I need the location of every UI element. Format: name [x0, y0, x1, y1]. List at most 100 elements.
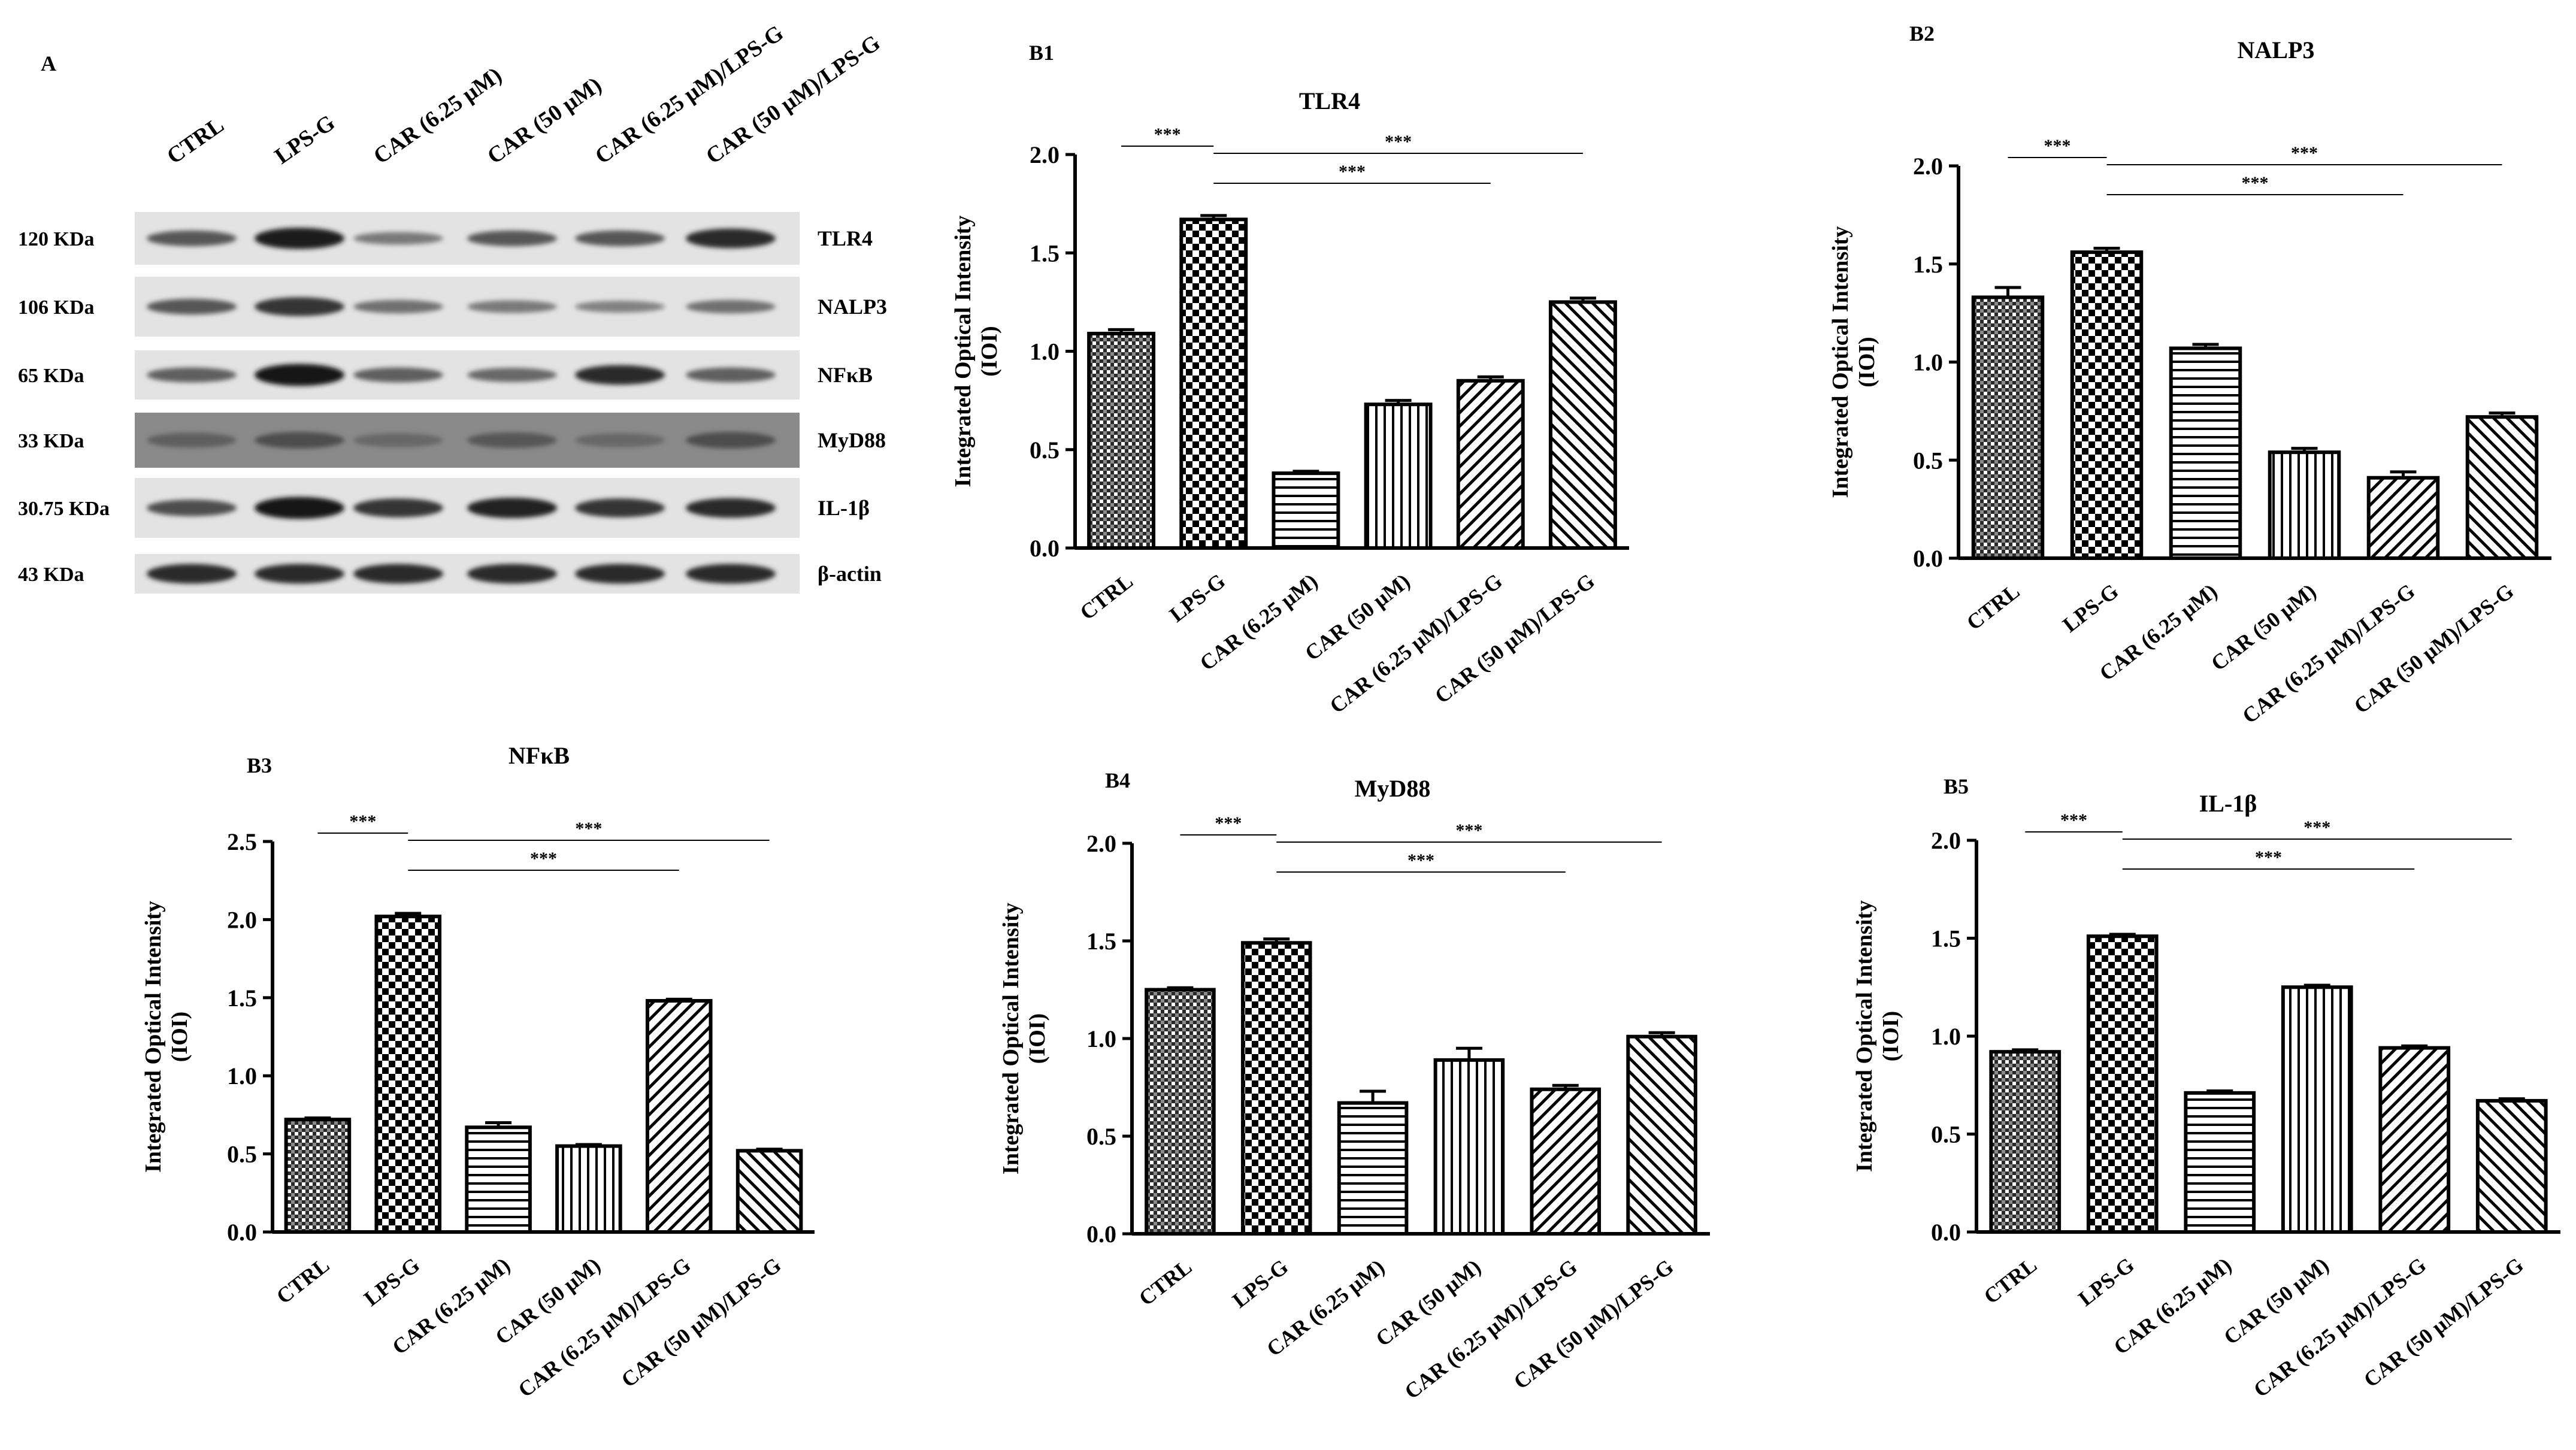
y-axis-label-unit: (IOI): [1854, 337, 1879, 387]
blot-mw-label: 43 KDa: [18, 564, 84, 586]
bar: [1456, 379, 1525, 550]
bar: [2465, 415, 2539, 561]
y-axis-label-unit: (IOI): [167, 1012, 192, 1062]
blot-mw-label: 106 KDa: [18, 296, 95, 319]
x-tick-label: LPS-G: [2058, 579, 2123, 637]
chart-panel-label: B2: [1909, 22, 1935, 46]
y-tick-label: 1.5: [1913, 251, 1943, 278]
blot-band: [353, 367, 443, 383]
y-tick-label: 0.0: [1030, 535, 1060, 562]
blot-band: [686, 432, 776, 449]
blot-lane-label: CAR (6.25 μM)/LPS-G: [591, 20, 788, 169]
bar: [2070, 250, 2144, 560]
bar: [1145, 988, 1216, 1236]
blot-band: [467, 230, 557, 247]
y-tick-label: 0.5: [1030, 437, 1060, 464]
bar: [1087, 331, 1156, 550]
significance-label: ***: [1455, 821, 1482, 840]
x-tick-label: LPS-G: [2074, 1253, 2139, 1311]
blot-band: [147, 500, 237, 516]
y-tick-label: 0.0: [1913, 545, 1943, 572]
blot-mw-label: 65 KDa: [18, 365, 84, 387]
y-tick-label: 0.5: [1931, 1121, 1961, 1148]
blot-band: [575, 433, 665, 447]
blot-band: [686, 367, 776, 383]
panel-label-a: A: [41, 52, 56, 75]
bar: [735, 1149, 803, 1234]
significance-label: ***: [2060, 810, 2087, 830]
bar: [1240, 941, 1312, 1236]
blot-mw-label: 120 KDa: [18, 228, 95, 250]
blot-mw-label: 33 KDa: [18, 430, 84, 452]
x-tick-label: CAR (6.25 μM)/LPS-G: [2238, 579, 2419, 728]
blot-mw-label: 30.75 KDa: [18, 498, 110, 520]
bar: [1548, 300, 1617, 550]
blot-band: [467, 300, 557, 313]
blot-protein-label: NFκB: [818, 363, 873, 387]
bar: [555, 1144, 622, 1234]
blot-band: [353, 498, 443, 517]
bar: [2086, 934, 2159, 1234]
y-tick-label: 1.5: [1931, 925, 1961, 952]
significance-label: ***: [1215, 813, 1242, 833]
bar: [1530, 1087, 1602, 1236]
bar: [1272, 471, 1340, 550]
blot-band: [353, 564, 443, 584]
bar: [1179, 217, 1248, 550]
blot-lane-label: LPS-G: [270, 110, 340, 169]
y-tick-label: 0.5: [1086, 1123, 1116, 1150]
x-tick-label: CAR (6.25 μM)/LPS-G: [1325, 569, 1507, 718]
bar: [1433, 1058, 1505, 1236]
x-tick-label: CAR (6.25 μM)/LPS-G: [1400, 1255, 1582, 1404]
chart-title: NALP3: [2238, 37, 2315, 63]
blot-band: [575, 301, 665, 313]
bar: [2366, 476, 2440, 560]
y-tick-label: 2.5: [227, 828, 257, 855]
chart-panel-label: B3: [247, 753, 272, 777]
blot-band: [255, 228, 344, 249]
y-tick-label: 1.0: [1931, 1023, 1961, 1050]
y-tick-label: 0.0: [227, 1219, 257, 1246]
bar: [374, 915, 442, 1234]
y-tick-label: 2.0: [1086, 830, 1116, 857]
chart-panel-label: B1: [1029, 41, 1054, 65]
bar: [2268, 450, 2341, 561]
x-tick-label: CAR (50 μM)/LPS-G: [1509, 1255, 1678, 1394]
y-tick-label: 1.0: [1086, 1025, 1116, 1052]
x-tick-label: CAR (6.25 μM)/LPS-G: [2249, 1253, 2430, 1402]
significance-label: ***: [1154, 125, 1181, 144]
y-tick-label: 0.5: [1913, 447, 1943, 474]
bar: [2169, 346, 2242, 560]
blot-band: [467, 497, 557, 519]
significance-label: ***: [1407, 850, 1434, 870]
blot-band: [147, 367, 237, 383]
bar: [2184, 1091, 2256, 1234]
y-tick-label: 1.0: [1030, 338, 1060, 365]
blot-band: [686, 299, 776, 314]
y-axis-label: Integrated Optical Intensity: [1852, 900, 1877, 1172]
blot-band: [353, 433, 443, 447]
bar: [1364, 402, 1433, 550]
y-axis-label: Integrated Optical Intensity: [998, 903, 1024, 1174]
bar: [1989, 1050, 2062, 1234]
bar: [1337, 1101, 1409, 1236]
blot-protein-label: MyD88: [818, 428, 886, 452]
y-tick-label: 1.0: [1913, 349, 1943, 376]
blot-protein-label: TLR4: [818, 226, 873, 250]
blot-band: [255, 364, 344, 386]
x-tick-label: CAR (50 μM)/LPS-G: [1430, 569, 1599, 708]
y-tick-label: 2.0: [1931, 827, 1961, 854]
x-tick-label: CTRL: [1076, 569, 1137, 625]
y-axis-label: Integrated Optical Intensity: [141, 901, 166, 1173]
bar: [2281, 985, 2353, 1234]
blot-band: [147, 432, 237, 448]
chart-panel-label: B4: [1105, 768, 1130, 792]
y-tick-label: 0.5: [227, 1141, 257, 1168]
x-tick-label: CTRL: [1962, 579, 2024, 635]
y-tick-label: 2.0: [1913, 153, 1943, 180]
bar: [284, 1118, 352, 1234]
x-tick-label: CTRL: [272, 1253, 334, 1309]
x-tick-label: CAR (50 μM)/LPS-G: [2350, 579, 2519, 718]
blot-band: [575, 564, 665, 584]
